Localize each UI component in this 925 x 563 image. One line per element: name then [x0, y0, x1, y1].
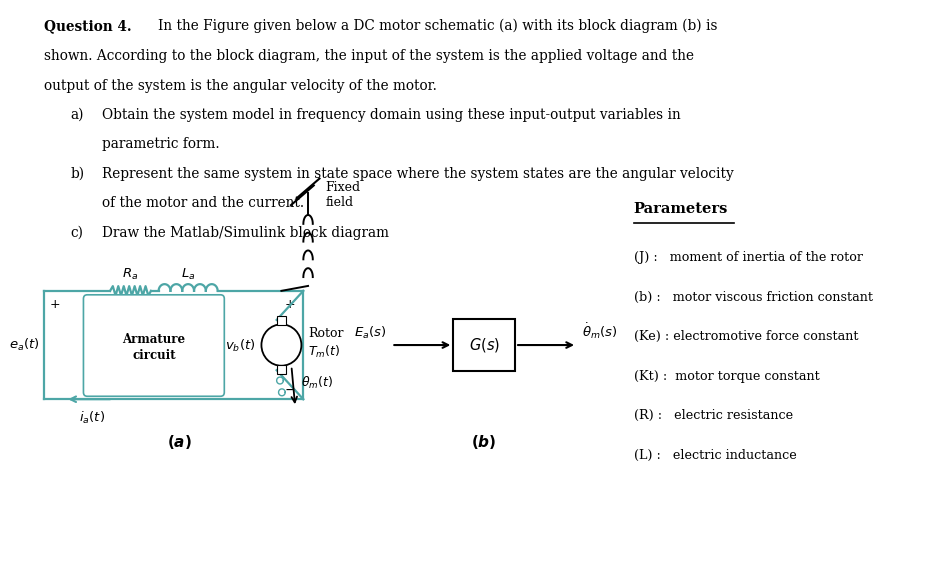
- Bar: [453, 319, 515, 370]
- FancyBboxPatch shape: [83, 295, 224, 396]
- Text: $G(s)$: $G(s)$: [469, 336, 500, 354]
- Text: $\dot{\theta}_m(s)$: $\dot{\theta}_m(s)$: [582, 321, 617, 341]
- Text: b): b): [70, 167, 84, 181]
- Text: $\theta_m(t)$: $\theta_m(t)$: [301, 374, 333, 391]
- Text: output of the system is the angular velocity of the motor.: output of the system is the angular velo…: [44, 79, 438, 93]
- Text: −: −: [284, 382, 296, 396]
- Text: of the motor and the current.: of the motor and the current.: [102, 196, 303, 210]
- Text: (b) :   motor viscous friction constant: (b) : motor viscous friction constant: [634, 291, 872, 304]
- Text: $T_m(t)$: $T_m(t)$: [308, 344, 340, 360]
- Text: Draw the Matlab/Simulink block diagram: Draw the Matlab/Simulink block diagram: [102, 226, 388, 240]
- Text: (Kt) :  motor torque constant: (Kt) : motor torque constant: [634, 370, 820, 383]
- Text: a): a): [70, 108, 83, 122]
- Text: $\boldsymbol{(b)}$: $\boldsymbol{(b)}$: [472, 433, 497, 451]
- Text: $\boldsymbol{(a)}$: $\boldsymbol{(a)}$: [167, 433, 192, 451]
- Text: c): c): [70, 226, 83, 240]
- Text: Armature: Armature: [122, 333, 185, 346]
- Text: (R) :   electric resistance: (R) : electric resistance: [634, 409, 793, 422]
- Text: +: +: [285, 298, 296, 311]
- Text: (L) :   electric inductance: (L) : electric inductance: [634, 449, 796, 462]
- Text: Represent the same system in state space where the system states are the angular: Represent the same system in state space…: [102, 167, 734, 181]
- Text: circuit: circuit: [132, 349, 176, 362]
- Bar: [277, 316, 286, 325]
- Text: parametric form.: parametric form.: [102, 137, 219, 151]
- Text: Parameters: Parameters: [634, 202, 728, 216]
- Text: $i_a(t)$: $i_a(t)$: [79, 410, 105, 426]
- Bar: [277, 365, 286, 374]
- Text: $E_a(s)$: $E_a(s)$: [354, 325, 387, 341]
- Text: Obtain the system model in frequency domain using these input-output variables i: Obtain the system model in frequency dom…: [102, 108, 680, 122]
- Text: +: +: [49, 298, 60, 311]
- Text: shown. According to the block diagram, the input of the system is the applied vo: shown. According to the block diagram, t…: [44, 50, 695, 64]
- Text: Fixed
field: Fixed field: [326, 181, 361, 209]
- Text: Rotor: Rotor: [308, 327, 343, 339]
- Text: Question 4.: Question 4.: [44, 19, 132, 33]
- Text: (Ke) : electromotive force constant: (Ke) : electromotive force constant: [634, 330, 858, 343]
- Text: $L_a$: $L_a$: [181, 267, 195, 282]
- Text: (J) :   moment of inertia of the rotor: (J) : moment of inertia of the rotor: [634, 252, 863, 265]
- Text: $v_b(t)$: $v_b(t)$: [226, 337, 255, 354]
- Text: $R_a$: $R_a$: [122, 267, 139, 282]
- Text: $e_a(t)$: $e_a(t)$: [9, 337, 40, 353]
- Text: In the Figure given below a DC motor schematic (a) with its block diagram (b) is: In the Figure given below a DC motor sch…: [157, 19, 717, 33]
